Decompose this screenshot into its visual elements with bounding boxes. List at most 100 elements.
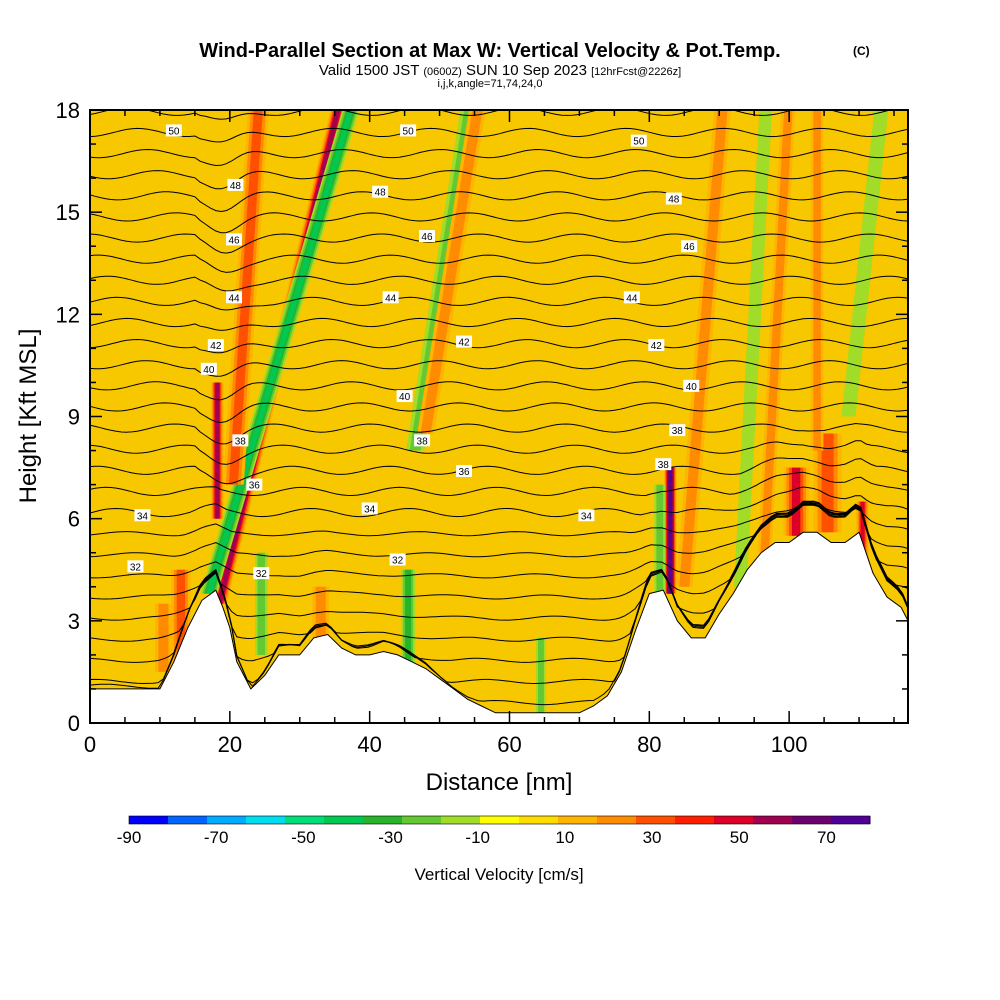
velocity-cell — [158, 603, 169, 672]
forecast-tag: [12hrFcst@2226z] — [591, 66, 681, 78]
contour-label: 44 — [226, 291, 243, 304]
contour-label-text: 42 — [210, 341, 222, 352]
contour-label: 38 — [414, 434, 431, 447]
copyright-mark: (C) — [853, 44, 870, 58]
colorbar-swatch — [363, 816, 403, 824]
x-tick-label: 100 — [771, 732, 808, 757]
contour-labels: 50 50 50 48 48 48 46 46 46 44 44 44 42 42 42 40 40 40 38 38… — [127, 124, 700, 580]
colorbar-swatch — [792, 816, 832, 824]
contour-label-text: 34 — [364, 504, 376, 515]
contour-label-text: 42 — [458, 338, 470, 349]
contour-label-text: 40 — [203, 365, 215, 376]
terrain — [89, 531, 909, 724]
colorbar-swatch — [324, 816, 364, 824]
contour-label: 38 — [655, 458, 672, 471]
theta-contour — [90, 471, 908, 497]
contour-label-text: 34 — [581, 511, 593, 522]
colorbar-swatch — [753, 816, 793, 824]
colorbar-tick-label: 70 — [817, 828, 836, 847]
theta-contour — [90, 486, 908, 518]
subtitle-valid-time: Valid 1500 JST (0600Z) SUN 10 Sep 2023 [… — [319, 62, 681, 79]
y-tick-label: 9 — [68, 405, 80, 430]
colorbar-swatch — [831, 816, 871, 824]
theta-contour — [90, 338, 908, 354]
velocity-cell — [538, 637, 544, 713]
theta-contour — [90, 148, 908, 167]
y-tick-label: 15 — [56, 200, 80, 225]
colorbar-tick-label: -70 — [204, 828, 229, 847]
contour-label-text: 32 — [130, 562, 142, 573]
contour-label: 50 — [400, 124, 417, 137]
theta-contour — [90, 233, 908, 254]
colorbar-tick-label: -90 — [117, 828, 142, 847]
velocity-cell — [215, 382, 219, 519]
contour-label: 36 — [246, 478, 263, 492]
contour-label: 34 — [578, 509, 595, 522]
colorbar-swatch — [441, 816, 481, 824]
colorbar-swatch — [636, 816, 676, 824]
ijk-label: i,j,k,angle=71,74,24,0 — [438, 78, 543, 90]
contour-label-text: 46 — [228, 235, 240, 246]
contour-label: 48 — [227, 178, 244, 192]
theta-contour — [90, 317, 908, 331]
contour-label-text: 44 — [385, 293, 397, 304]
contour-label: 32 — [127, 560, 144, 573]
contour-label: 34 — [134, 509, 151, 522]
y-tick-label: 12 — [56, 302, 80, 327]
contour-label: 44 — [382, 291, 399, 304]
colorbar-swatch — [129, 816, 169, 824]
colorbar-swatch — [207, 816, 247, 824]
y-tick-label: 18 — [56, 98, 80, 123]
y-axis-label: Height [Kft MSL] — [15, 329, 42, 504]
contour-label: 48 — [665, 192, 682, 206]
valid-prefix: Valid 1500 JST — [319, 62, 419, 79]
contour-label: 48 — [372, 185, 389, 199]
contour-label: 42 — [648, 338, 665, 352]
theta-contour — [90, 422, 908, 445]
colorbar-tick-label: -50 — [291, 828, 316, 847]
colorbar-swatch — [714, 816, 754, 824]
velocity-cell — [733, 110, 772, 587]
contour-label: 42 — [456, 335, 473, 349]
contour-label: 32 — [389, 553, 406, 567]
contour-label-text: 50 — [168, 126, 180, 137]
y-tick-label: 6 — [68, 507, 80, 532]
theta-contour — [90, 500, 908, 537]
colorbar-label: Vertical Velocity [cm/s] — [414, 865, 583, 884]
velocity-cell — [679, 110, 728, 587]
valid-utc: (0600Z) — [423, 66, 462, 78]
velocity-cell — [405, 569, 412, 672]
contour-label-text: 36 — [458, 467, 470, 478]
colorbar-swatch — [597, 816, 637, 824]
contour-label: 42 — [207, 338, 224, 352]
colorbar-tick-label: 30 — [643, 828, 662, 847]
x-tick-label: 60 — [497, 732, 521, 757]
contour-label-text: 44 — [626, 293, 638, 304]
contour-label: 34 — [361, 502, 378, 515]
contour-label: 46 — [418, 230, 435, 243]
colorbar-swatch — [480, 816, 520, 824]
contour-label: 38 — [669, 424, 686, 437]
x-axis-label: Distance [nm] — [426, 769, 573, 796]
contour-label: 36 — [456, 464, 473, 478]
contour-label: 32 — [253, 567, 270, 580]
contour-label-text: 40 — [399, 392, 411, 403]
contour-label-text: 40 — [686, 382, 698, 393]
contour-label-text: 50 — [403, 126, 415, 137]
theta-contour — [90, 500, 908, 558]
theta-contour — [90, 503, 908, 621]
colorbar-tick-label: 50 — [730, 828, 749, 847]
contour-label: 40 — [200, 362, 217, 376]
x-tick-label: 20 — [218, 732, 242, 757]
colorbar-tick-label: -30 — [378, 828, 403, 847]
colorbar-swatch — [519, 816, 559, 824]
x-axis: 0 20 40 60 80 100 — [84, 110, 895, 757]
contour-label-text: 34 — [137, 511, 149, 522]
contour-label-text: 38 — [672, 426, 684, 437]
contour-label-text: 48 — [375, 188, 387, 199]
contour-label-text: 48 — [668, 195, 680, 206]
contour-label-text: 46 — [421, 232, 433, 243]
velocity-cell — [420, 110, 483, 434]
